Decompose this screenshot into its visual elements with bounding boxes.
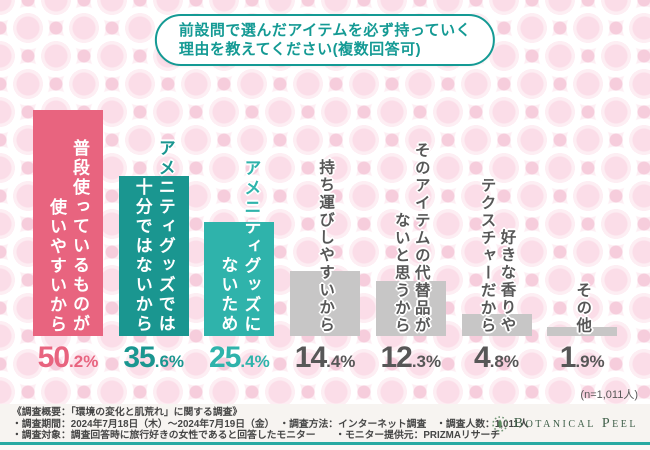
bar-label-segment: 好きな香りや xyxy=(498,229,516,334)
bar-6 xyxy=(461,314,532,336)
bar-label-segment: 持ち運びしやすいから xyxy=(317,159,335,334)
bar-value-6: 4.8% xyxy=(474,341,519,374)
bar-label-2: アメニティグッズでは 十分ではないから xyxy=(131,102,177,334)
survey-footer: 《調査概要：「環境の変化と肌荒れ」に関する調査》 ・調査期間：2024年7月18… xyxy=(0,404,650,445)
bar-label-segment: 十分ではないから xyxy=(132,178,152,334)
bar-label-segment: その他 xyxy=(574,281,592,335)
survey-details-line-1: ・調査期間：2024年7月18日（木）～2024年7月19日（金） ・調査方法：… xyxy=(12,418,529,430)
survey-details-line-2: ・調査対象：調査回答時に旅行好きの女性であると回答したモニター ・モニター提供元… xyxy=(12,430,501,442)
bar-label-segment: アメニ xyxy=(241,158,261,218)
bar-label-segment: 普段使っているものが xyxy=(70,139,89,334)
bar-value-3: 25.4% xyxy=(209,341,270,374)
bar-label-segment: ないと思うから xyxy=(392,211,410,335)
bottom-strip xyxy=(0,445,650,450)
bar-4 xyxy=(290,271,361,336)
question-title-line1: 前設問で選んだアイテムを必ず持っていく xyxy=(178,22,472,39)
bar-label-4: 持ち運びしやすいから xyxy=(315,102,335,334)
bar-label-7: その他 xyxy=(572,102,592,335)
question-title-box: 前設問で選んだアイテムを必ず持っていく 理由を教えてください(複数回答可) xyxy=(154,14,496,66)
bar-label-segment: そのアイテムの代替品が xyxy=(412,141,430,335)
bar-value-5: 12.3% xyxy=(380,341,442,374)
bar-label-6: 好きな香りや テクスチャーだから xyxy=(477,102,517,335)
wreath-leaf-icon xyxy=(491,416,508,432)
botanical-peel-logo-text: Botanical Peel xyxy=(513,416,638,432)
bar-7 xyxy=(547,327,618,336)
bar-value-7: 1.9% xyxy=(559,341,605,374)
bar-label-1: 普段使っているものが 使いやすいから xyxy=(45,102,91,334)
question-title-line2: 理由を教えてください(複数回答可) xyxy=(178,41,422,58)
bar-2 xyxy=(118,176,189,336)
bar-label-segment: テクスチャーだから xyxy=(478,176,496,335)
bar-5 xyxy=(375,281,446,336)
bar-label-segment: アメ xyxy=(155,139,175,178)
survey-overview-line: 《調査概要：「環境の変化と肌荒れ」に関する調査》 xyxy=(12,407,243,418)
botanical-peel-logo: Botanical Peel xyxy=(491,415,638,433)
sample-size-note: (n=1,011人) xyxy=(580,389,638,401)
bar-label-3: アメニティグッズに ないため xyxy=(216,102,262,335)
bar-value-4: 14.4% xyxy=(294,341,356,374)
bar-label-segment: ティグッズに xyxy=(241,217,261,334)
bar-label-segment: 使いやすいから xyxy=(47,197,66,335)
bar-3 xyxy=(204,222,275,336)
bar-value-1: 50.2% xyxy=(37,341,99,374)
bar-1 xyxy=(33,110,103,336)
bar-label-segment: ないため xyxy=(218,256,238,334)
bar-value-2: 35.6% xyxy=(123,341,185,374)
bar-label-segment: ニティグッズでは xyxy=(155,178,175,334)
bar-label-5: そのアイテムの代替品が ないと思うから xyxy=(391,102,431,335)
